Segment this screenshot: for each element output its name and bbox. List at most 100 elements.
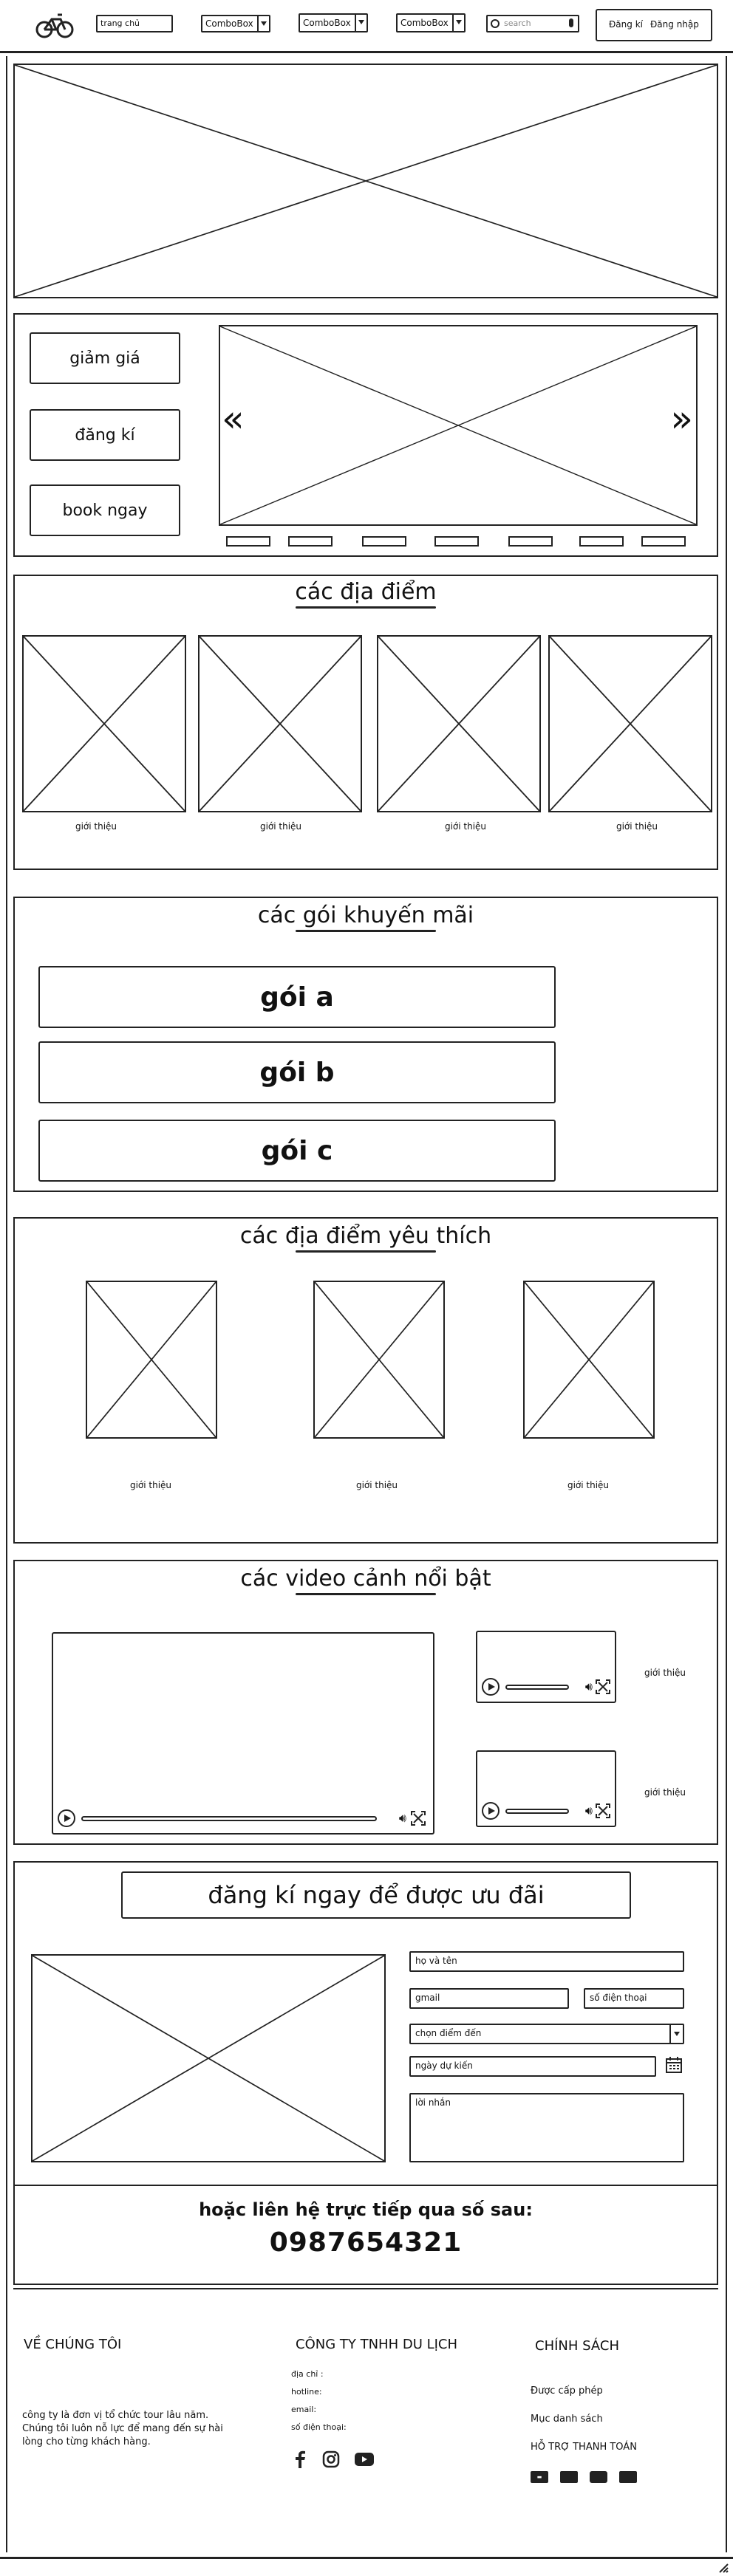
favorite-image[interactable] <box>86 1281 217 1439</box>
combobox-3-label: ComboBox <box>400 18 449 28</box>
footer-hotline: hotline: <box>291 2387 322 2397</box>
fullscreen-icon[interactable] <box>411 1811 426 1826</box>
slider-dot[interactable] <box>226 536 270 547</box>
video-progress-bar[interactable] <box>81 1816 377 1821</box>
footer-email: email: <box>291 2405 317 2414</box>
locations-section: các địa điểm giới thiệu giới thiệu giới … <box>13 575 718 870</box>
video-controls: 🔊︎ <box>482 1676 610 1697</box>
facebook-icon[interactable] <box>293 2450 307 2468</box>
policy-link-payment[interactable]: HỖ TRỢ THANH TOÁN <box>531 2442 637 2453</box>
bank-icon <box>619 2471 637 2483</box>
wallet-icon <box>590 2471 607 2483</box>
register-link[interactable]: Đăng kí <box>609 19 643 30</box>
chevron-down-icon[interactable] <box>355 15 366 31</box>
resize-handle-icon[interactable] <box>718 2562 729 2573</box>
instagram-icon[interactable] <box>322 2450 340 2468</box>
search-input[interactable]: search <box>486 15 579 32</box>
slider-dot[interactable] <box>362 536 406 547</box>
calendar-icon[interactable] <box>665 2056 683 2074</box>
login-link[interactable]: Đăng nhập <box>650 19 699 30</box>
footer-about-text: công ty là đơn vị tổ chức tour lâu năm. … <box>22 2410 223 2447</box>
footer-company-heading: CÔNG TY TNHH DU LỊCH <box>296 2337 458 2352</box>
signup-image <box>31 1954 386 2162</box>
combobox-2[interactable]: ComboBox <box>299 13 368 32</box>
slider-next-arrow[interactable]: » <box>670 397 693 440</box>
side-video-player[interactable]: 🔊︎ <box>476 1750 616 1827</box>
destination-select[interactable]: chọn điểm đến <box>409 2024 684 2044</box>
package-c[interactable]: gói c <box>38 1120 556 1182</box>
policy-link-licensed[interactable]: Được cấp phép <box>531 2385 603 2397</box>
package-a[interactable]: gói a <box>38 966 556 1028</box>
footer-phone: số điện thoại: <box>291 2422 347 2432</box>
combobox-2-label: ComboBox <box>303 18 351 28</box>
videos-section: các video cảnh nổi bật 🔊︎ 🔊︎ giới thiệu … <box>13 1560 718 1845</box>
favorite-caption: giới thiệu <box>355 1480 398 1490</box>
location-caption: giới thiệu <box>75 821 117 832</box>
slider-prev-arrow[interactable]: « <box>222 397 245 440</box>
footer-policy-heading: CHÍNH SÁCH <box>535 2338 619 2354</box>
search-placeholder: search <box>504 18 531 28</box>
register-button[interactable]: đăng kí <box>30 409 180 461</box>
play-icon[interactable] <box>58 1809 75 1827</box>
bicycle-logo-icon[interactable] <box>35 10 74 40</box>
chevron-down-icon[interactable] <box>257 16 269 31</box>
combobox-1[interactable]: ComboBox <box>201 15 270 32</box>
footer-about-heading: VỀ CHÚNG TÔI <box>24 2337 122 2352</box>
location-caption: giới thiệu <box>259 821 302 832</box>
volume-icon[interactable]: 🔊︎ <box>584 1679 593 1693</box>
location-image[interactable] <box>548 635 712 812</box>
slider-dot[interactable] <box>508 536 553 547</box>
destination-select-label: chọn điểm đến <box>415 2028 482 2038</box>
side-video-caption: giới thiệu <box>644 1668 686 1678</box>
signup-title: đăng kí ngay để được ưu đãi <box>208 1881 545 1909</box>
name-field[interactable]: họ và tên <box>409 1951 684 1972</box>
auth-box: Đăng kí Đăng nhập <box>596 9 712 41</box>
play-icon[interactable] <box>482 1802 500 1820</box>
slider-dot[interactable] <box>434 536 479 547</box>
favorite-image[interactable] <box>523 1281 655 1439</box>
side-video-player[interactable]: 🔊︎ <box>476 1631 616 1703</box>
main-video-player[interactable]: 🔊︎ <box>52 1632 434 1835</box>
book-now-button[interactable]: book ngay <box>30 484 180 536</box>
chevron-down-icon[interactable] <box>669 2025 683 2043</box>
fullscreen-icon[interactable] <box>596 1679 610 1694</box>
location-image[interactable] <box>22 635 186 812</box>
videos-title: các video cảnh nổi bật <box>240 1566 491 1592</box>
favorite-image[interactable] <box>313 1281 445 1439</box>
policy-link-listing[interactable]: Mục danh sách <box>531 2414 603 2425</box>
promo-section: giảm giá đăng kí book ngay « » <box>13 313 718 557</box>
card-icon <box>560 2471 578 2483</box>
location-image[interactable] <box>198 635 362 812</box>
discount-button[interactable]: giảm giá <box>30 332 180 384</box>
volume-icon[interactable]: 🔊︎ <box>584 1803 593 1818</box>
location-image[interactable] <box>377 635 541 812</box>
package-b[interactable]: gói b <box>38 1041 556 1103</box>
favorites-section: các địa điểm yêu thích giới thiệu giới t… <box>13 1217 718 1544</box>
video-progress-bar[interactable] <box>505 1685 569 1690</box>
volume-icon[interactable]: 🔊︎ <box>398 1811 406 1825</box>
phone-field[interactable]: số điện thoại <box>584 1988 684 2009</box>
section-title: các địa điểm yêu thích <box>15 1223 717 1253</box>
contact-text: hoặc liên hệ trực tiếp qua số sau: <box>199 2199 533 2220</box>
microphone-icon[interactable] <box>569 18 573 27</box>
home-link[interactable]: trang chủ <box>96 15 173 32</box>
slider-dot[interactable] <box>288 536 333 547</box>
chevron-down-icon[interactable] <box>452 15 464 31</box>
bottom-bar <box>0 2557 733 2575</box>
section-title: các video cảnh nổi bật <box>15 1566 717 1595</box>
message-field[interactable]: lời nhắn <box>409 2093 684 2162</box>
email-field[interactable]: gmail <box>409 1988 569 2009</box>
video-progress-bar[interactable] <box>505 1809 569 1814</box>
play-icon[interactable] <box>482 1678 500 1696</box>
section-divider <box>15 2185 717 2186</box>
youtube-icon[interactable] <box>355 2452 374 2467</box>
fullscreen-icon[interactable] <box>596 1803 610 1818</box>
signup-section: đăng kí ngay để được ưu đãi họ và tên gm… <box>13 1861 718 2285</box>
combobox-1-label: ComboBox <box>205 18 253 29</box>
slider-dot[interactable] <box>579 536 624 547</box>
phone-number[interactable]: 0987654321 <box>269 2227 463 2258</box>
slider-image: « » <box>219 325 698 526</box>
combobox-3[interactable]: ComboBox <box>396 13 466 32</box>
date-field[interactable]: ngày dự kiến <box>409 2056 656 2077</box>
slider-dot[interactable] <box>641 536 686 547</box>
